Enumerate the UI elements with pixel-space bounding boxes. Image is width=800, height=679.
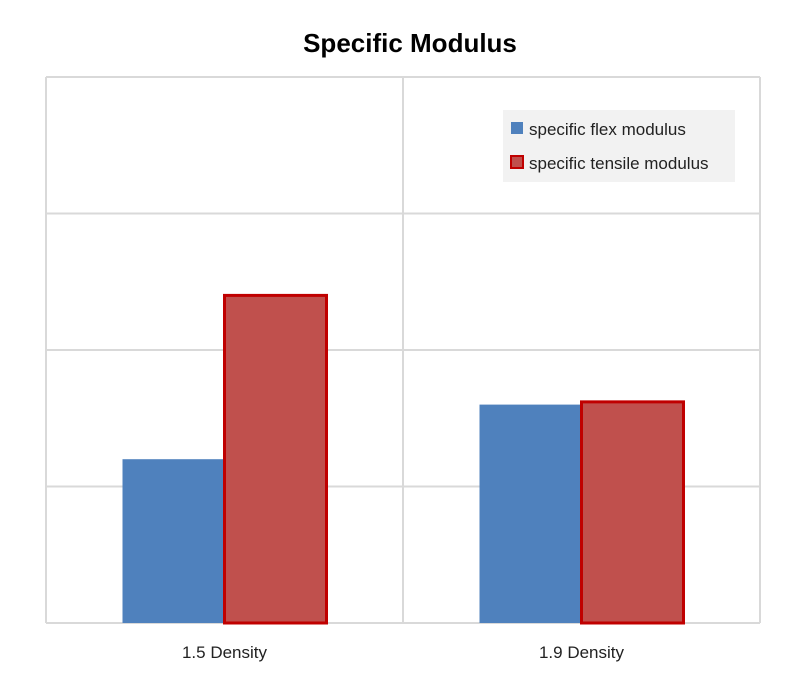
x-tick-label: 1.5 Density bbox=[182, 643, 268, 662]
legend-swatch bbox=[510, 155, 524, 169]
legend-label: specific flex modulus bbox=[529, 120, 686, 139]
bar-specific-flex-modulus-2 bbox=[479, 404, 582, 623]
legend-label: specific tensile modulus bbox=[529, 154, 709, 173]
bars bbox=[122, 293, 685, 625]
bar-specific-tensile-modulus-2 bbox=[580, 400, 685, 625]
bar-specific-tensile-modulus-1 bbox=[223, 293, 328, 625]
bar-specific-flex-modulus-1 bbox=[122, 459, 225, 623]
x-tick-label: 1.9 Density bbox=[539, 643, 625, 662]
legend-box bbox=[503, 110, 735, 182]
chart-title: Specific Modulus bbox=[303, 28, 517, 58]
legend-swatch bbox=[511, 122, 523, 134]
axis: 1.5 Density 1.9 Density bbox=[182, 643, 625, 662]
legend: specific flex modulus specific tensile mo… bbox=[503, 110, 735, 182]
